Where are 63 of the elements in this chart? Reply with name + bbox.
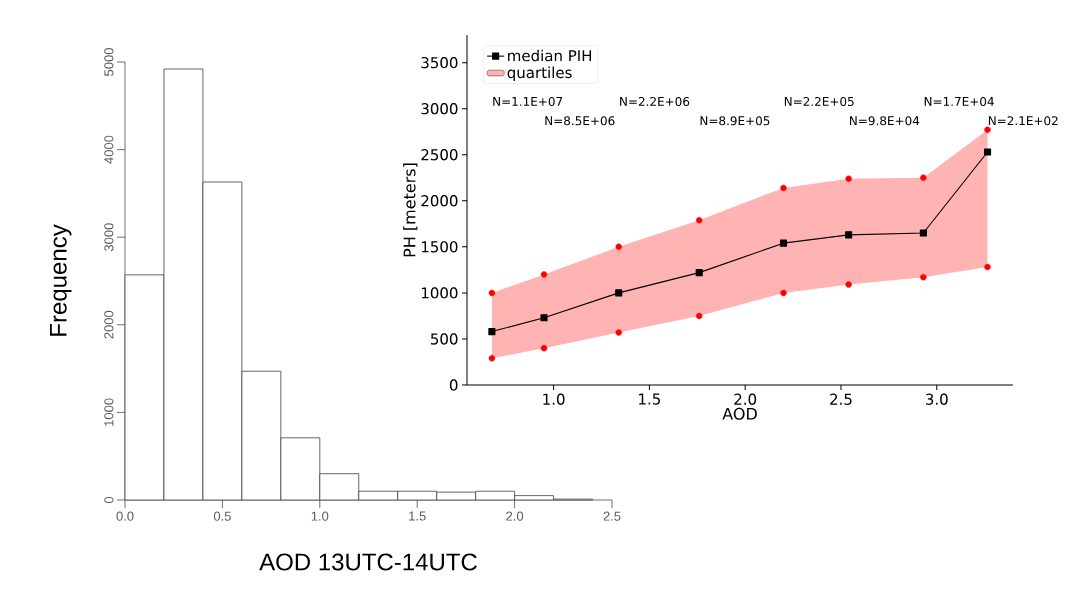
legend-label: median PIH [508,49,592,62]
y-tick-label: 3500 [421,56,458,69]
point [780,184,787,192]
point [540,271,548,278]
y-axis-title: Frequency [49,224,72,336]
annotation: N=2.1E+02 [988,116,1058,126]
y-tick-label: 5000 [104,48,114,76]
legend-label: quartiles [507,66,572,82]
y-tick-label: 0 [449,379,458,391]
x-tick-label: 0.5 [213,511,231,521]
point [984,126,991,134]
point [615,243,622,251]
y-tick-label: 3000 [104,223,114,252]
point [695,269,703,277]
annotation: N=1.7E+04 [924,96,994,107]
y-tick-label: 2500 [421,149,458,161]
x-tick-label: 1.0 [311,511,329,521]
y-tick-label: 1000 [104,398,114,426]
y-tick-label: 3000 [421,103,458,115]
y-axis-title: PH [meters] [403,163,418,257]
annotation: N=9.8E+04 [850,116,920,126]
point [845,281,852,288]
y-tick-label: 1500 [421,241,458,253]
point [845,175,852,182]
x-axis-title: AOD [722,407,757,420]
point [983,148,992,156]
point [920,174,927,181]
y-tick-label: 0 [104,496,114,504]
annotation: N=1.1E+07 [493,96,563,107]
x-tick-label: 2.5 [603,511,621,521]
point [780,289,787,297]
x-tick-label: 2.5 [830,393,852,405]
annotation: N=8.9E+05 [700,116,770,126]
point [845,231,853,239]
y-tick-label: 2000 [104,310,114,339]
y-tick-label: 2000 [421,195,458,207]
y-tick-label: 1000 [421,287,458,299]
point [696,312,703,320]
point [488,328,496,336]
point [540,344,548,352]
point [696,216,703,224]
annotation: N=8.5E+06 [545,116,615,126]
x-axis-title: AOD 13UTC-14UTC [259,553,477,571]
point [488,289,496,297]
y-tick-label: 500 [431,333,458,345]
y-tick-label: 4000 [104,135,114,164]
point [615,329,622,336]
point [488,355,496,362]
x-tick-label: 1.0 [543,393,565,405]
x-tick-label: 1.5 [639,393,661,405]
point [615,289,623,297]
annotation: N=2.2E+06 [620,96,690,107]
point [984,263,991,271]
point [779,239,788,247]
x-tick-label: 3.0 [925,393,948,405]
x-tick-label: 0.0 [116,511,134,521]
point [919,229,927,237]
point [920,274,927,281]
x-tick-label: 1.5 [409,511,426,521]
x-tick-label: 2.0 [734,393,757,405]
annotation: N=2.2E+05 [784,96,854,107]
x-tick-label: 2.0 [506,511,524,521]
point [540,314,548,322]
